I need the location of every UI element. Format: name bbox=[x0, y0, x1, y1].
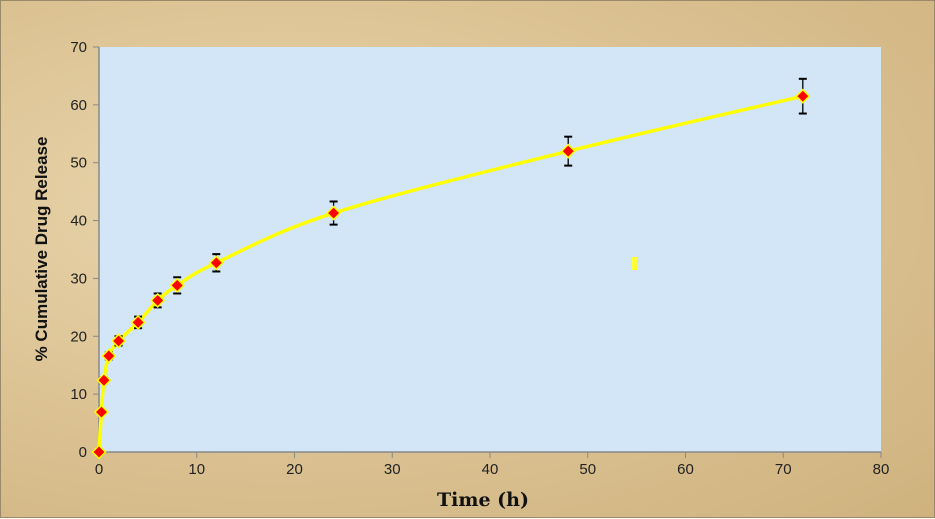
x-tick-label: 60 bbox=[677, 461, 694, 478]
data-point bbox=[110, 333, 127, 349]
data-point bbox=[101, 348, 117, 364]
y-tick-label: 40 bbox=[70, 213, 87, 230]
data-point bbox=[91, 444, 107, 460]
x-tick-label: 40 bbox=[482, 461, 499, 478]
x-tick-label: 70 bbox=[775, 461, 792, 478]
data-point bbox=[130, 314, 146, 330]
data-point bbox=[795, 88, 811, 104]
data-point bbox=[169, 277, 185, 293]
y-tick-label: 0 bbox=[79, 444, 87, 461]
y-tick-label: 20 bbox=[70, 328, 87, 345]
x-tick-label: 80 bbox=[873, 461, 890, 478]
data-point bbox=[93, 404, 110, 420]
x-tick-label: 20 bbox=[286, 461, 303, 478]
plot-area bbox=[99, 47, 881, 452]
data-point bbox=[326, 205, 342, 221]
data-point bbox=[560, 143, 576, 159]
y-axis-title: % Cumulative Drug Release bbox=[32, 137, 51, 362]
y-tick-label: 70 bbox=[70, 39, 87, 56]
x-axis-title: Time (h) bbox=[437, 489, 529, 511]
x-tick-label: 50 bbox=[579, 461, 596, 478]
x-tick-label: 10 bbox=[188, 461, 205, 478]
stray-mark bbox=[632, 257, 637, 270]
data-point bbox=[208, 255, 224, 271]
y-tick-label: 50 bbox=[70, 155, 87, 172]
y-tick-label: 10 bbox=[70, 386, 87, 403]
x-tick-label: 0 bbox=[95, 461, 103, 478]
y-tick-label: 30 bbox=[70, 270, 87, 287]
y-tick-label: 60 bbox=[70, 97, 87, 114]
data-point bbox=[150, 292, 166, 308]
data-point bbox=[96, 372, 112, 388]
x-tick-label: 30 bbox=[384, 461, 401, 478]
